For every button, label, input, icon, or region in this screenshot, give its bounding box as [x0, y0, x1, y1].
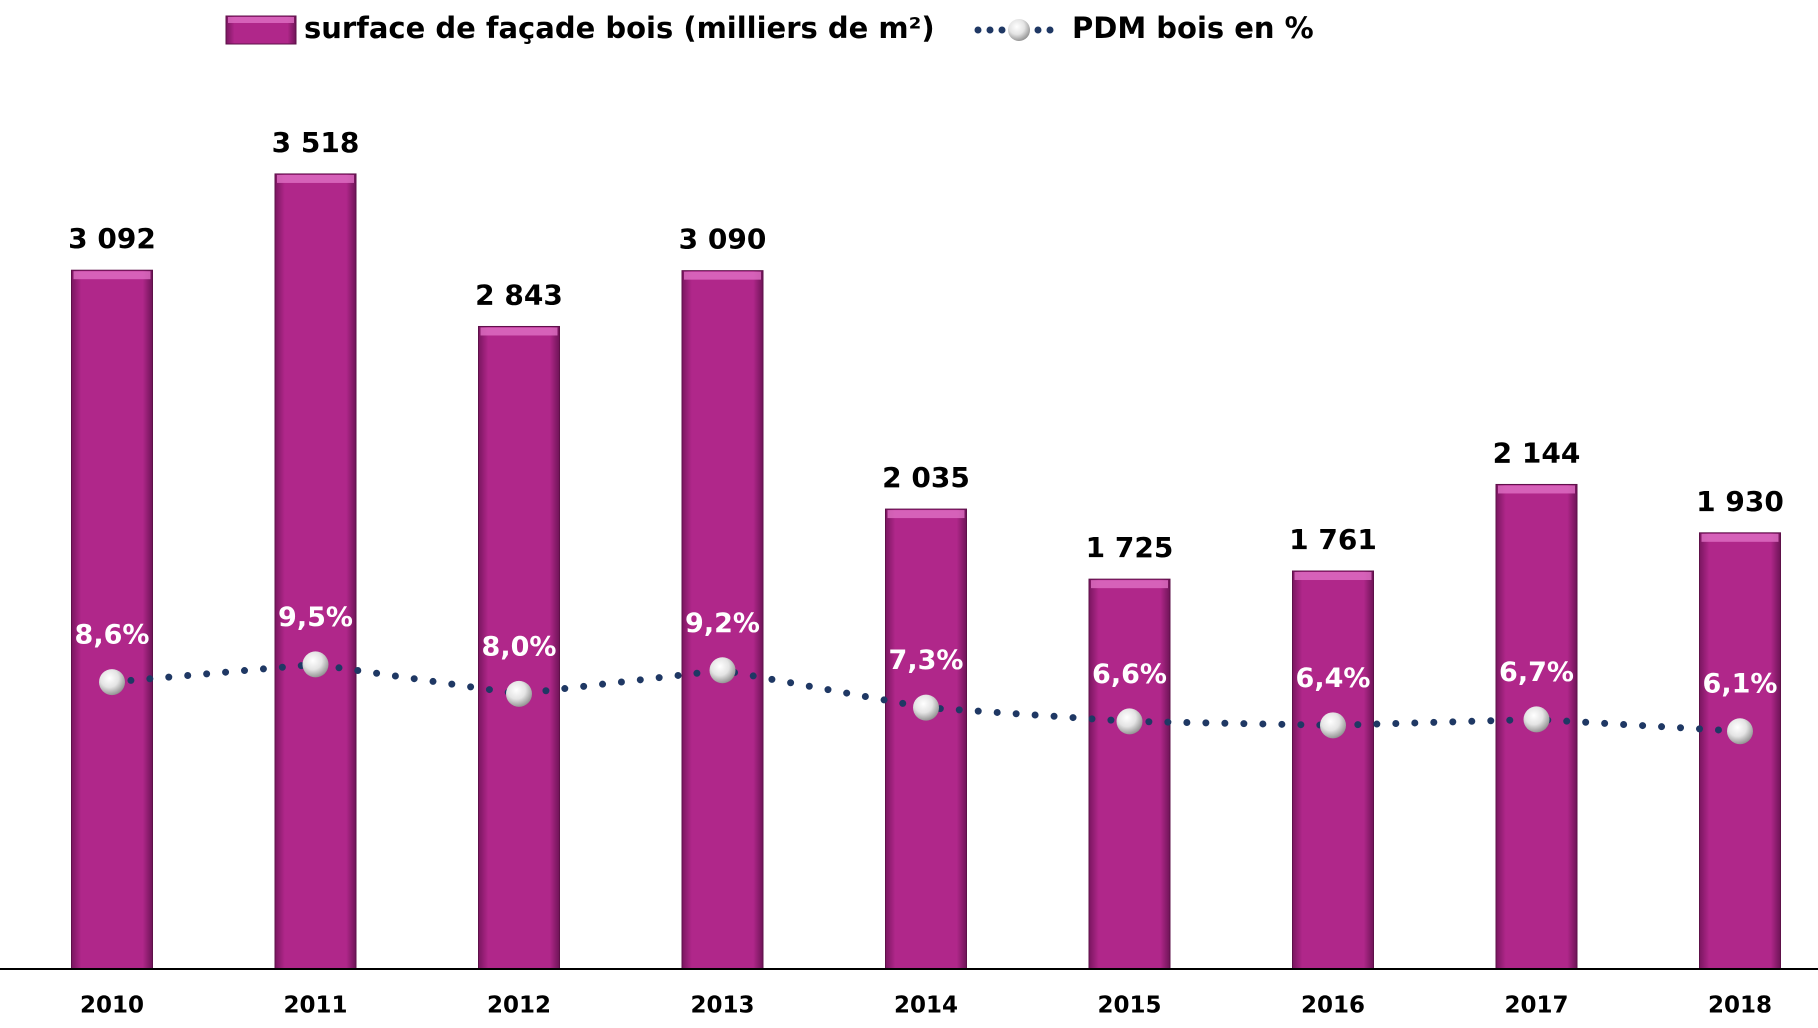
x-tick-label: 2012 [487, 993, 551, 1019]
line-marker [1727, 718, 1753, 745]
line-marker [1116, 708, 1143, 735]
line-marker [506, 680, 532, 707]
x-tick-label: 2014 [894, 993, 958, 1019]
bar-value-label: 3 518 [272, 126, 360, 159]
bar-bevel [1498, 485, 1575, 494]
line-value-label: 6,1% [1703, 669, 1778, 700]
bar-value-label: 1 930 [1696, 485, 1784, 518]
bar-bevel [1294, 572, 1372, 581]
bar-bevel [684, 271, 761, 280]
legend-label: surface de façade bois (milliers de m²) [304, 11, 935, 45]
bar-value-label: 2 144 [1493, 436, 1581, 469]
line-value-label: 6,7% [1499, 657, 1574, 688]
bar-value-label: 1 725 [1086, 531, 1174, 564]
x-tick-label: 2010 [80, 993, 144, 1019]
line [108, 660, 1744, 735]
bar-value-label: 3 092 [68, 222, 156, 255]
line-value-label: 8,6% [75, 620, 150, 651]
bar-bevel [1701, 533, 1779, 542]
bar-bevel [277, 174, 354, 183]
line-value-label: 9,2% [685, 608, 760, 639]
line-marker [709, 657, 736, 684]
bar-value-label: 2 843 [475, 278, 563, 311]
legend-swatch-bevel [228, 17, 294, 23]
bar [71, 269, 153, 970]
line-marker [1320, 712, 1346, 739]
bar-value-label: 1 761 [1289, 523, 1377, 556]
line-marker [1523, 706, 1550, 733]
legend: surface de façade bois (milliers de m²) P… [225, 11, 1314, 45]
x-tick-label: 2016 [1301, 993, 1365, 1019]
x-tick-label: 2015 [1097, 993, 1161, 1019]
bar-bevel [1091, 580, 1168, 589]
bar-bevel [480, 327, 558, 336]
line-marker [99, 669, 125, 696]
line-value-label: 6,4% [1296, 663, 1371, 694]
line-value-label: 6,6% [1092, 659, 1167, 690]
x-tick-label: 2018 [1708, 993, 1772, 1019]
line-marker [913, 694, 939, 721]
bar [274, 173, 357, 970]
line-value-label: 7,3% [889, 645, 964, 676]
bar-bevel [73, 271, 151, 280]
x-tick-label: 2011 [283, 993, 347, 1019]
legend-marker [1008, 19, 1030, 41]
bar [478, 325, 560, 970]
bar [1699, 532, 1781, 970]
x-tick-label: 2017 [1504, 993, 1568, 1019]
line-value-label: 9,5% [278, 602, 353, 633]
bar [1088, 578, 1171, 970]
bar-value-label: 3 090 [679, 223, 767, 256]
legend-label: PDM bois en % [1072, 11, 1314, 45]
line-value-label: 8,0% [482, 631, 557, 662]
bar [1292, 570, 1374, 970]
line-marker [302, 651, 329, 678]
x-tick-label: 2013 [690, 993, 754, 1019]
bar [885, 508, 967, 970]
bar-value-label: 2 035 [882, 461, 970, 494]
bar-bevel [887, 510, 965, 519]
